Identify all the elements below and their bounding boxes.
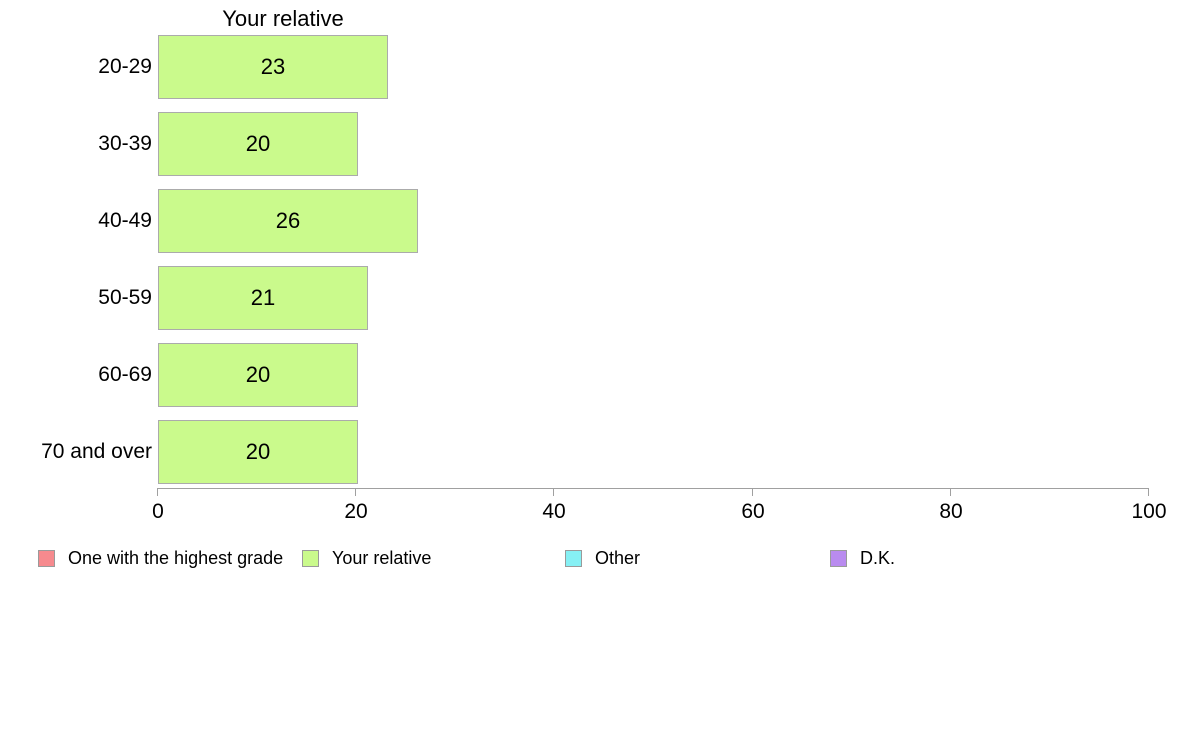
legend-swatch — [38, 550, 55, 567]
category-label: 30-39 — [98, 132, 152, 155]
category-label: 60-69 — [98, 363, 152, 386]
legend-swatch — [565, 550, 582, 567]
bar: 23 — [158, 35, 388, 99]
x-tick-mark — [752, 488, 753, 496]
category-label: 20-29 — [98, 55, 152, 78]
x-tick-mark — [950, 488, 951, 496]
bar: 20 — [158, 420, 358, 484]
x-tick-label: 60 — [741, 500, 765, 523]
bar: 21 — [158, 266, 368, 330]
chart-title: Your relative — [222, 6, 344, 31]
x-tick-label: 0 — [152, 500, 164, 523]
chart-row: 20-29 23 — [0, 35, 1188, 99]
x-tick-label: 100 — [1131, 500, 1167, 523]
x-tick-mark — [553, 488, 554, 496]
bar: 26 — [158, 189, 418, 253]
bar-value-label: 21 — [250, 285, 276, 310]
bar-value-label: 23 — [260, 54, 286, 79]
legend-label: D.K. — [860, 548, 896, 568]
category-label: 40-49 — [98, 209, 152, 232]
legend-item: One with the highest grade — [38, 548, 283, 568]
legend-label: Your relative — [332, 548, 432, 568]
bar-value-label: 20 — [245, 439, 271, 464]
x-tick-label: 80 — [939, 500, 963, 523]
legend-swatch — [302, 550, 319, 567]
legend-label: Other — [595, 548, 641, 568]
chart-row: 60-69 20 — [0, 343, 1188, 407]
chart-row: 50-59 21 — [0, 266, 1188, 330]
x-tick-label: 20 — [344, 500, 368, 523]
bar-value-label: 20 — [245, 131, 271, 156]
legend-item: D.K. — [830, 548, 895, 568]
chart-row: 40-49 26 — [0, 189, 1188, 253]
bar-value-label: 20 — [245, 362, 271, 387]
category-label: 50-59 — [98, 286, 152, 309]
x-tick-mark — [157, 488, 158, 496]
chart-row: 70 and over 20 — [0, 420, 1188, 484]
x-axis-line — [158, 488, 1149, 489]
category-label: 70 and over — [41, 440, 152, 463]
x-tick-mark — [1148, 488, 1149, 496]
legend-swatch — [830, 550, 847, 567]
chart-row: 30-39 20 — [0, 112, 1188, 176]
bar: 20 — [158, 112, 358, 176]
x-tick-label: 40 — [542, 500, 566, 523]
legend-item: Your relative — [302, 548, 431, 568]
x-tick-mark — [355, 488, 356, 496]
legend-item: Other — [565, 548, 640, 568]
bar: 20 — [158, 343, 358, 407]
bar-value-label: 26 — [275, 208, 301, 233]
legend-label: One with the highest grade — [68, 548, 284, 568]
